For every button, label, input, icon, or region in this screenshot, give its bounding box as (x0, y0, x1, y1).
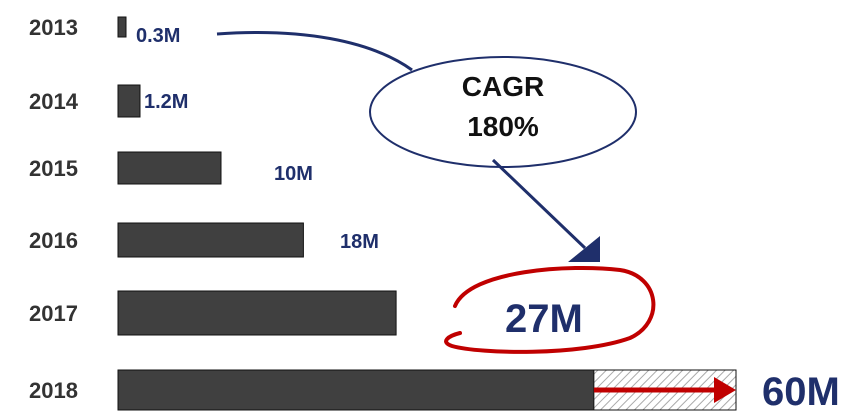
year-label-2018: 2018 (29, 378, 78, 403)
value-label-2015: 10M (274, 163, 313, 185)
cagr-connector-line (216, 31, 413, 72)
value-label-2013: 0.3M (136, 25, 180, 47)
cagr-arrow (491, 158, 600, 262)
year-label-2013: 2013 (29, 15, 78, 40)
year-label-2015: 2015 (29, 156, 78, 181)
highlight-ring (444, 265, 656, 354)
year-label-2017: 2017 (29, 301, 78, 326)
year-label-2014: 2014 (29, 89, 79, 114)
bar-2016 (117, 222, 304, 258)
bar-2018 (117, 369, 595, 411)
bar-2017 (117, 290, 397, 336)
bar-2015 (117, 151, 222, 185)
cagr-rate: 180% (467, 111, 539, 142)
year-label-2016: 2016 (29, 228, 78, 253)
labels-layer: 2013 0.3M 2014 1.2M 2015 10M 2016 18M 2017 27M 201… (29, 15, 840, 414)
value-label-2017: 27M (505, 297, 583, 341)
arrow-head-icon (568, 236, 600, 262)
cagr-label: CAGR (462, 71, 544, 102)
cagr-bubble: CAGR 180% (369, 56, 637, 168)
bar-2014 (117, 84, 141, 118)
value-label-2014: 1.2M (144, 91, 188, 113)
value-label-2016: 18M (340, 231, 379, 253)
bar-2013 (117, 16, 127, 38)
value-label-2018: 60M (762, 370, 840, 414)
projection-arrow-head-icon (714, 377, 736, 403)
bars-layer (117, 16, 737, 411)
